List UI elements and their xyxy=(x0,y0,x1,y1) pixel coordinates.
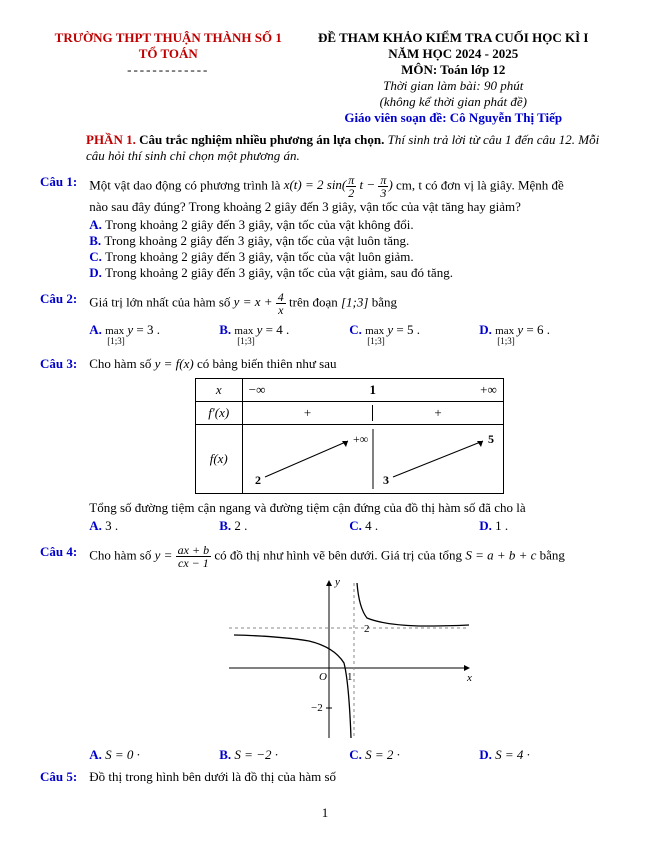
q2-body: Giá trị lớn nhất của hàm số y = x + 4x t… xyxy=(89,291,609,346)
svg-text:1: 1 xyxy=(347,671,353,683)
q1-t3: nào sau đây đúng? Trong khoảng 2 giây đế… xyxy=(89,199,521,214)
svg-text:5: 5 xyxy=(488,432,494,446)
header-right: ĐỀ THAM KHẢO KIỂM TRA CUỐI HỌC KÌ I NĂM … xyxy=(297,30,611,126)
q3-t3: Tổng số đường tiệm cận ngang và đường ti… xyxy=(89,500,609,516)
exam-title: ĐỀ THAM KHẢO KIỂM TRA CUỐI HỌC KÌ I xyxy=(297,30,611,46)
q4-t2: có đồ thị như hình vẽ bên dưới. Giá trị … xyxy=(214,547,465,562)
q4-graph: x y O 1 2 −2 xyxy=(219,573,479,743)
q2-label: Câu 2: xyxy=(40,291,86,307)
teacher-label: Giáo viên soạn đề: xyxy=(344,110,449,125)
q3-t1: Cho hàm số xyxy=(89,356,154,371)
svg-text:+∞: +∞ xyxy=(353,432,368,446)
svg-text:y: y xyxy=(334,576,340,588)
question-4: Câu 4: Cho hàm số y = ax + bcx − 1 có đồ… xyxy=(40,544,610,763)
q4-t3: bằng xyxy=(540,547,565,562)
page-number: 1 xyxy=(40,805,610,821)
q5-t1: Đồ thị trong hình bên dưới là đồ thị của… xyxy=(89,769,336,784)
q1-t2: cm, t có đơn vị là giây. Mệnh đề xyxy=(396,177,564,192)
q4-sum: S = a + b + c xyxy=(465,547,536,562)
q1-eq: x(t) = 2 sin(π2 t − π3) xyxy=(284,177,393,192)
teacher-name: Cô Nguyễn Thị Tiếp xyxy=(450,110,562,125)
q5-body: Đồ thị trong hình bên dưới là đồ thị của… xyxy=(89,769,609,785)
q1-optD: Trong khoảng 2 giây đến 3 giây, vận tốc … xyxy=(105,265,453,280)
q4-body: Cho hàm số y = ax + bcx − 1 có đồ thị nh… xyxy=(89,544,609,763)
q1-label: Câu 1: xyxy=(40,174,86,190)
exam-subject: MÔN: Toán lớp 12 xyxy=(297,62,611,78)
q1-optB: Trong khoảng 2 giây đến 3 giây, vận tốc … xyxy=(104,233,409,248)
q2-t2: trên đoạn xyxy=(289,294,341,309)
part1-label: PHẦN 1. xyxy=(86,132,136,147)
variation-table: x −∞ 1 +∞ f′(x) + + xyxy=(195,378,504,494)
question-3: Câu 3: Cho hàm số y = f(x) có bảng biến … xyxy=(40,356,610,534)
q3-label: Câu 3: xyxy=(40,356,86,372)
q2-eq: y = x + 4x xyxy=(234,294,286,309)
q1-body: Một vật dao động có phương trình là x(t)… xyxy=(89,174,609,281)
school-name: TRƯỜNG THPT THUẬN THÀNH SỐ 1 xyxy=(40,30,297,46)
q3-t2: có bảng biến thiên như sau xyxy=(197,356,337,371)
bbt-arrows: 2 +∞ 3 5 xyxy=(243,429,503,489)
exam-duration: Thời gian làm bài: 90 phút xyxy=(297,78,611,94)
exam-year: NĂM HỌC 2024 - 2025 xyxy=(297,46,611,62)
question-2: Câu 2: Giá trị lớn nhất của hàm số y = x… xyxy=(40,291,610,346)
q2-t1: Giá trị lớn nhất của hàm số xyxy=(89,294,233,309)
q1-optC: Trong khoảng 2 giây đến 3 giây, vận tốc … xyxy=(105,249,413,264)
svg-text:x: x xyxy=(466,672,472,684)
svg-text:3: 3 xyxy=(383,473,389,487)
svg-text:O: O xyxy=(319,671,327,683)
svg-text:2: 2 xyxy=(364,623,370,635)
q2-interval: [1;3] xyxy=(341,294,368,309)
divider: ------------- xyxy=(40,62,297,78)
teacher-line: Giáo viên soạn đề: Cô Nguyễn Thị Tiếp xyxy=(297,110,611,126)
header-left: TRƯỜNG THPT THUẬN THÀNH SỐ 1 TỔ TOÁN ---… xyxy=(40,30,297,126)
q4-t1: Cho hàm số xyxy=(89,547,154,562)
q3-eq: y = f(x) xyxy=(155,356,194,371)
question-5: Câu 5: Đồ thị trong hình bên dưới là đồ … xyxy=(40,769,610,785)
q1-t1: Một vật dao động có phương trình là xyxy=(89,177,283,192)
q1-optA: Trong khoảng 2 giây đến 3 giây, vận tốc … xyxy=(105,217,413,232)
q5-label: Câu 5: xyxy=(40,769,86,785)
header: TRƯỜNG THPT THUẬN THÀNH SỐ 1 TỔ TOÁN ---… xyxy=(40,30,610,126)
part1: PHẦN 1. Câu trắc nghiệm nhiều phương án … xyxy=(86,132,610,164)
q2-t3: bằng xyxy=(372,294,397,309)
q4-label: Câu 4: xyxy=(40,544,86,560)
part1-title: Câu trắc nghiệm nhiều phương án lựa chọn… xyxy=(139,132,384,147)
question-1: Câu 1: Một vật dao động có phương trình … xyxy=(40,174,610,281)
svg-text:2: 2 xyxy=(255,473,261,487)
dept-name: TỔ TOÁN xyxy=(40,46,297,62)
exam-note: (không kể thời gian phát đề) xyxy=(297,94,611,110)
q3-body: Cho hàm số y = f(x) có bảng biến thiên n… xyxy=(89,356,609,534)
svg-text:−2: −2 xyxy=(311,702,323,714)
